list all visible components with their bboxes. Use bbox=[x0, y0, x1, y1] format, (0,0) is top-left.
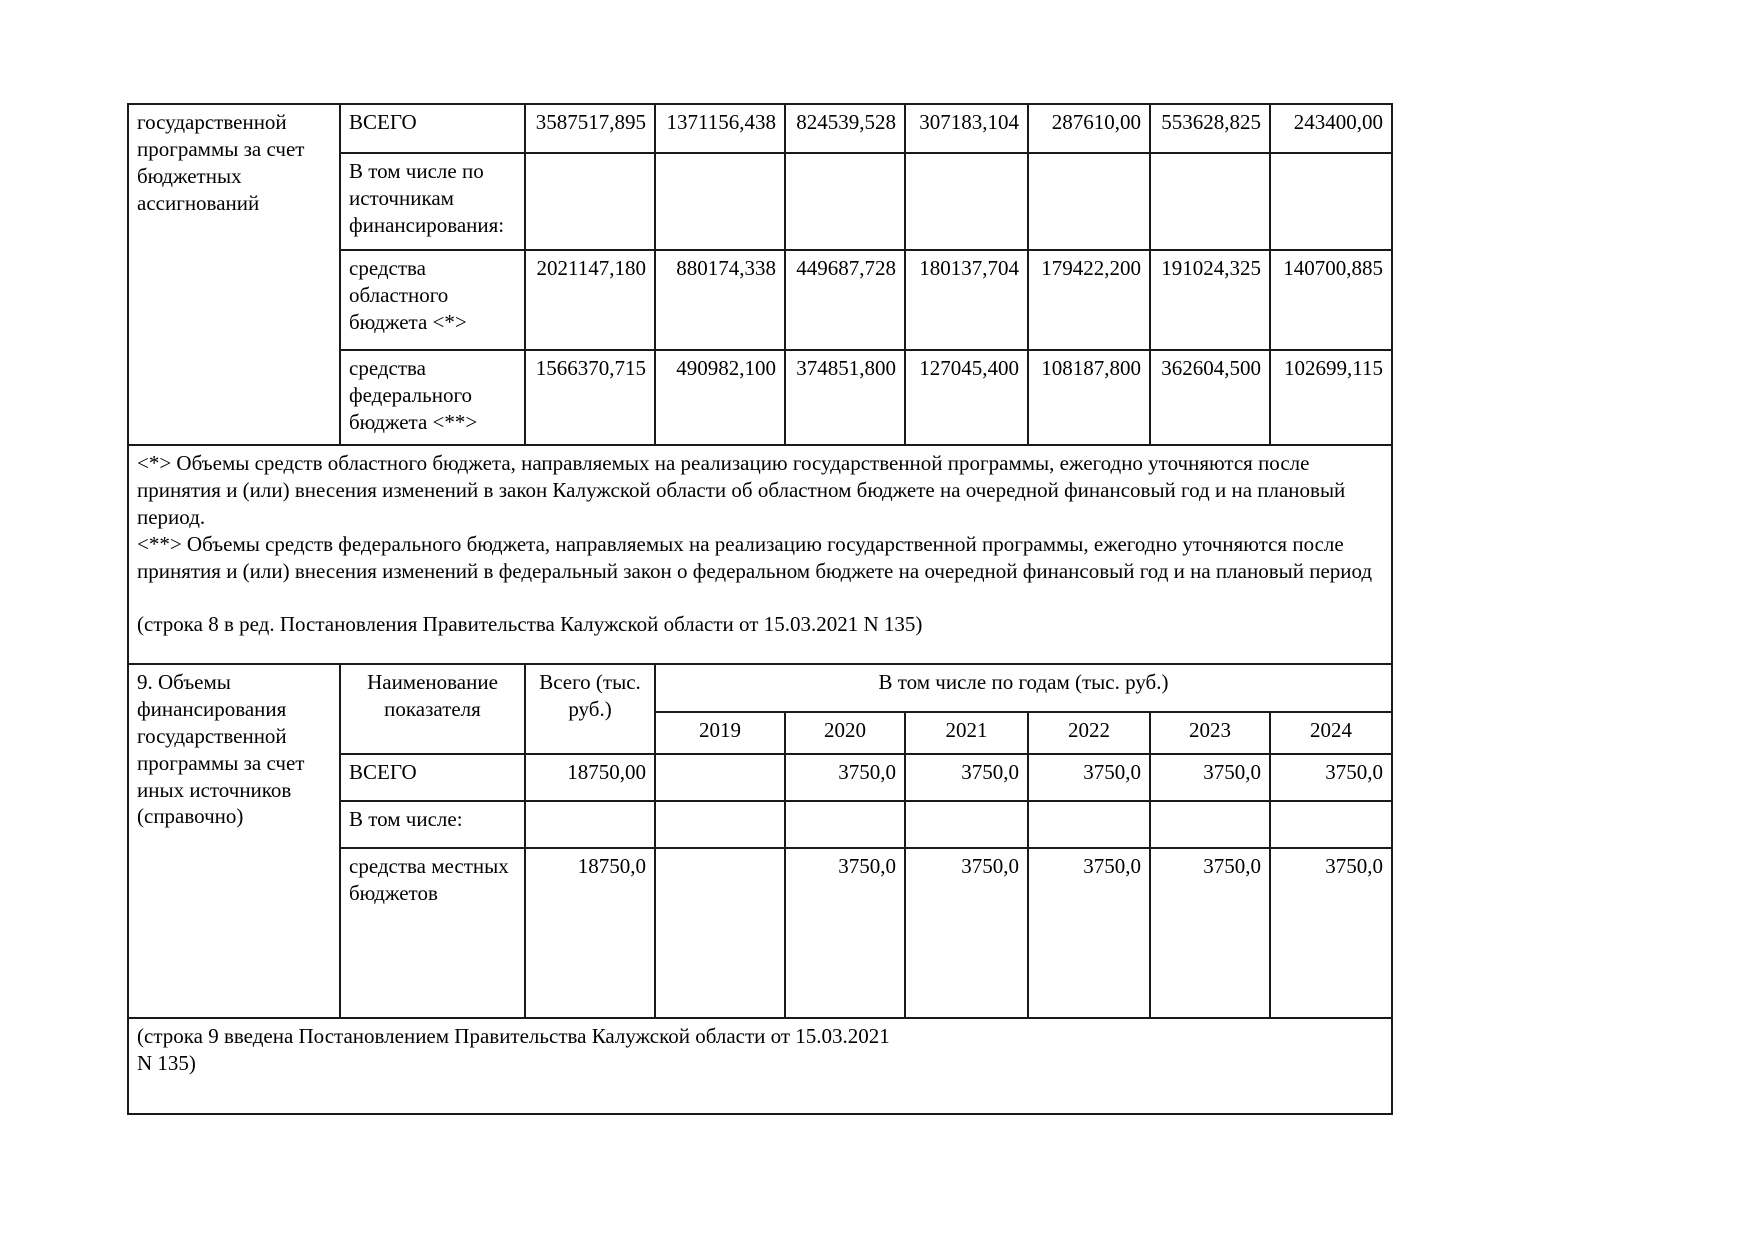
header-year: 2020 bbox=[784, 711, 906, 755]
row9-including-label: В том числе: bbox=[339, 800, 526, 849]
row8-regional-label: средства областного бюджета <*> bbox=[339, 249, 526, 351]
table-row: ВСЕГО 18750,00 3750,0 3750,0 3750,0 3750… bbox=[128, 753, 1393, 802]
value-cell: 553628,825 bbox=[1149, 103, 1271, 154]
value-cell: 3750,0 bbox=[1269, 847, 1393, 1019]
value-cell: 102699,115 bbox=[1269, 349, 1393, 446]
value-cell bbox=[904, 800, 1029, 849]
value-cell: 3750,0 bbox=[1027, 753, 1151, 802]
header-year: 2024 bbox=[1269, 711, 1393, 755]
value-cell: 824539,528 bbox=[784, 103, 906, 154]
table-row: 2019 2020 2021 2022 2023 2024 bbox=[128, 711, 1393, 755]
value-cell: 18750,00 bbox=[524, 753, 656, 802]
value-cell: 191024,325 bbox=[1149, 249, 1271, 351]
header-total: Всего (тыс. руб.) bbox=[524, 663, 656, 755]
header-indicator: Наименование показателя bbox=[339, 663, 526, 755]
row9-section-label: 9. Объемы финансирования государственной… bbox=[127, 663, 341, 1019]
budget-table: государственной программы за счет бюджет… bbox=[127, 103, 1393, 1115]
value-cell bbox=[904, 152, 1029, 251]
value-cell: 127045,400 bbox=[904, 349, 1029, 446]
value-cell bbox=[1149, 800, 1271, 849]
value-cell bbox=[784, 800, 906, 849]
value-cell bbox=[654, 152, 786, 251]
value-cell: 3750,0 bbox=[1027, 847, 1151, 1019]
value-cell bbox=[524, 800, 656, 849]
value-cell bbox=[524, 152, 656, 251]
value-cell: 180137,704 bbox=[904, 249, 1029, 351]
value-cell bbox=[1269, 800, 1393, 849]
value-cell: 3750,0 bbox=[904, 847, 1029, 1019]
row8-federal-label: средства федерального бюджета <**> bbox=[339, 349, 526, 446]
table-row: В том числе: bbox=[128, 800, 1393, 849]
header-year: 2021 bbox=[904, 711, 1029, 755]
value-cell: 1566370,715 bbox=[524, 349, 656, 446]
header-year: 2023 bbox=[1149, 711, 1271, 755]
header-by-years: В том числе по годам (тыс. руб.) bbox=[654, 663, 1393, 713]
table-row: В том числе по источникам финансирования… bbox=[128, 152, 1393, 251]
value-cell: 490982,100 bbox=[654, 349, 786, 446]
row8-section-label: государственной программы за счет бюджет… bbox=[127, 103, 341, 446]
value-cell: 108187,800 bbox=[1027, 349, 1151, 446]
table-row: 9. Объемы финансирования государственной… bbox=[127, 663, 1393, 1019]
row8-sources-label: В том числе по источникам финансирования… bbox=[339, 152, 526, 251]
row9-amendment-note: (строка 9 введена Постановлением Правите… bbox=[127, 1017, 1393, 1115]
value-cell: 374851,800 bbox=[784, 349, 906, 446]
row9-local-label: средства местных бюджетов bbox=[339, 847, 526, 1019]
value-cell: 3750,0 bbox=[904, 753, 1029, 802]
value-cell: 140700,885 bbox=[1269, 249, 1393, 351]
value-cell bbox=[1149, 152, 1271, 251]
value-cell: 307183,104 bbox=[904, 103, 1029, 154]
value-cell: 362604,500 bbox=[1149, 349, 1271, 446]
table-row: <*> Объемы средств областного бюджета, н… bbox=[127, 444, 1393, 665]
row9-total-label: ВСЕГО bbox=[339, 753, 526, 802]
value-cell bbox=[784, 152, 906, 251]
table-row: (строка 9 введена Постановлением Правите… bbox=[127, 1017, 1393, 1115]
value-cell bbox=[1027, 800, 1151, 849]
value-cell: 3750,0 bbox=[1149, 753, 1271, 802]
value-cell: 449687,728 bbox=[784, 249, 906, 351]
value-cell: 3587517,895 bbox=[524, 103, 656, 154]
table-row: средства федерального бюджета <**> 15663… bbox=[128, 349, 1393, 446]
value-cell: 2021147,180 bbox=[524, 249, 656, 351]
value-cell: 3750,0 bbox=[1149, 847, 1271, 1019]
document-page: государственной программы за счет бюджет… bbox=[127, 103, 1393, 1115]
value-cell: 3750,0 bbox=[1269, 753, 1393, 802]
value-cell: 3750,0 bbox=[784, 847, 906, 1019]
row8-total-label: ВСЕГО bbox=[339, 103, 526, 154]
table-row: средства областного бюджета <*> 2021147,… bbox=[128, 249, 1393, 351]
value-cell bbox=[1027, 152, 1151, 251]
value-cell: 243400,00 bbox=[1269, 103, 1393, 154]
value-cell: 880174,338 bbox=[654, 249, 786, 351]
value-cell: 1371156,438 bbox=[654, 103, 786, 154]
value-cell: 18750,0 bbox=[524, 847, 656, 1019]
table-row: средства местных бюджетов 18750,0 3750,0… bbox=[128, 847, 1393, 1019]
footnote-double-star: <**> Объемы средств федерального бюджета… bbox=[137, 531, 1373, 583]
value-cell bbox=[654, 800, 786, 849]
table-row: государственной программы за счет бюджет… bbox=[127, 103, 1393, 446]
footnotes-cell: <*> Объемы средств областного бюджета, н… bbox=[127, 444, 1393, 665]
footnote-star: <*> Объемы средств областного бюджета, н… bbox=[137, 451, 1346, 529]
value-cell: 287610,00 bbox=[1027, 103, 1151, 154]
header-year: 2022 bbox=[1027, 711, 1151, 755]
header-year: 2019 bbox=[654, 711, 786, 755]
value-cell bbox=[654, 847, 786, 1019]
value-cell: 3750,0 bbox=[784, 753, 906, 802]
row8-amendment-note: (строка 8 в ред. Постановления Правитель… bbox=[137, 612, 923, 637]
value-cell bbox=[654, 753, 786, 802]
value-cell bbox=[1269, 152, 1393, 251]
value-cell: 179422,200 bbox=[1027, 249, 1151, 351]
